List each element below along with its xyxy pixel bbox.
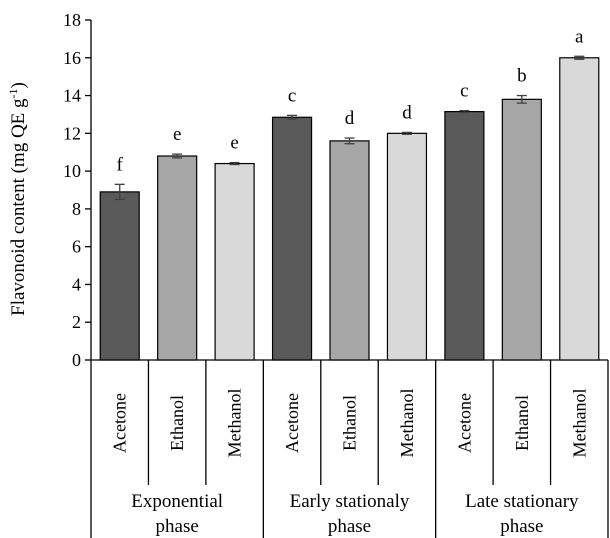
significance-letter: c xyxy=(288,85,296,106)
category-label: Acetone xyxy=(454,393,474,453)
y-tick-label: 18 xyxy=(63,10,81,30)
group-label: phase xyxy=(328,516,371,537)
bar xyxy=(386,132,428,361)
significance-letter: f xyxy=(117,154,124,175)
y-tick-label: 4 xyxy=(72,274,81,294)
significance-letter: b xyxy=(517,66,527,87)
significance-letter: d xyxy=(345,108,355,129)
category-label: Methanol xyxy=(225,389,245,458)
bar xyxy=(214,162,255,361)
significance-letter: e xyxy=(173,124,181,145)
bar xyxy=(329,140,370,361)
category-label: Acetone xyxy=(282,393,302,453)
y-tick-label: 0 xyxy=(72,350,81,370)
bar xyxy=(99,191,140,361)
y-tick-label: 14 xyxy=(63,86,81,106)
group-label: Late stationary xyxy=(465,491,579,512)
group-label: Exponential xyxy=(131,491,223,512)
bar xyxy=(157,155,198,361)
group-label: phase xyxy=(500,516,543,537)
bar xyxy=(559,57,600,361)
y-tick-label: 2 xyxy=(72,312,81,332)
bar xyxy=(271,116,313,361)
category-label: Ethanol xyxy=(512,395,532,451)
bar xyxy=(444,111,485,361)
category-label: Acetone xyxy=(110,393,130,453)
category-axis: Acetone Ethanol Methanol Acetone Ethanol Meth… xyxy=(90,360,609,538)
category-label: Methanol xyxy=(397,389,417,458)
category-label: Ethanol xyxy=(167,395,187,451)
significance-letter: d xyxy=(402,102,412,123)
y-axis-label-text: Flavonoid content (mg QE g xyxy=(8,98,29,316)
y-tick-label: 10 xyxy=(63,161,81,181)
y-tick-label: 16 xyxy=(63,48,81,68)
significance-letter: c xyxy=(460,81,468,102)
y-tick-label: 12 xyxy=(63,123,81,143)
category-label: Methanol xyxy=(569,389,589,458)
y-axis-label-close: ) xyxy=(8,82,29,88)
group-label: Early stationaly xyxy=(290,491,410,512)
y-tick-label: 8 xyxy=(72,199,81,219)
y-axis-label-superscript: -1 xyxy=(6,88,20,98)
bar-layer: f e e c d d c b a xyxy=(99,26,600,361)
category-label: Ethanol xyxy=(340,395,360,451)
significance-letter: a xyxy=(575,26,584,47)
y-axis-label: Flavonoid content (mg QE g-1) xyxy=(6,82,29,316)
y-tick-label: 6 xyxy=(72,237,81,257)
group-label: phase xyxy=(156,516,199,537)
significance-letter: e xyxy=(230,133,238,154)
bar xyxy=(501,98,542,361)
